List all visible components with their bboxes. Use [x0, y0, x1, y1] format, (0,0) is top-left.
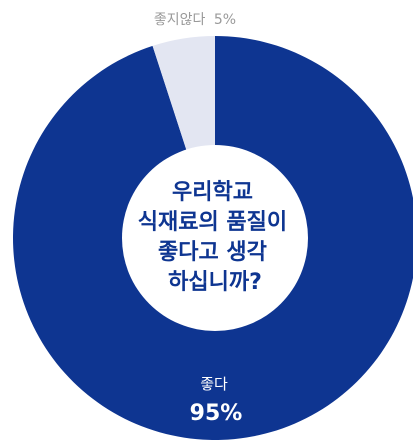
slice-label-negative-name: 좋지않다: [154, 12, 206, 28]
slice-label-positive-name: 좋다: [200, 375, 228, 393]
chart-question-line: 우리학교: [172, 180, 253, 205]
slice-label-negative: 좋지않다 5%: [154, 12, 236, 28]
slice-label-positive-value: 95%: [190, 401, 243, 426]
chart-question-line: 좋다고 생각: [158, 240, 267, 265]
chart-question-line: 식재료의 품질이: [138, 210, 287, 235]
donut-hole: [122, 145, 308, 331]
chart-question: 우리학교 식재료의 품질이 좋다고 생각 하십니까?: [138, 180, 292, 295]
chart-question-line: 하십니까?: [168, 270, 262, 295]
slice-label-negative-value: 5%: [214, 12, 236, 28]
